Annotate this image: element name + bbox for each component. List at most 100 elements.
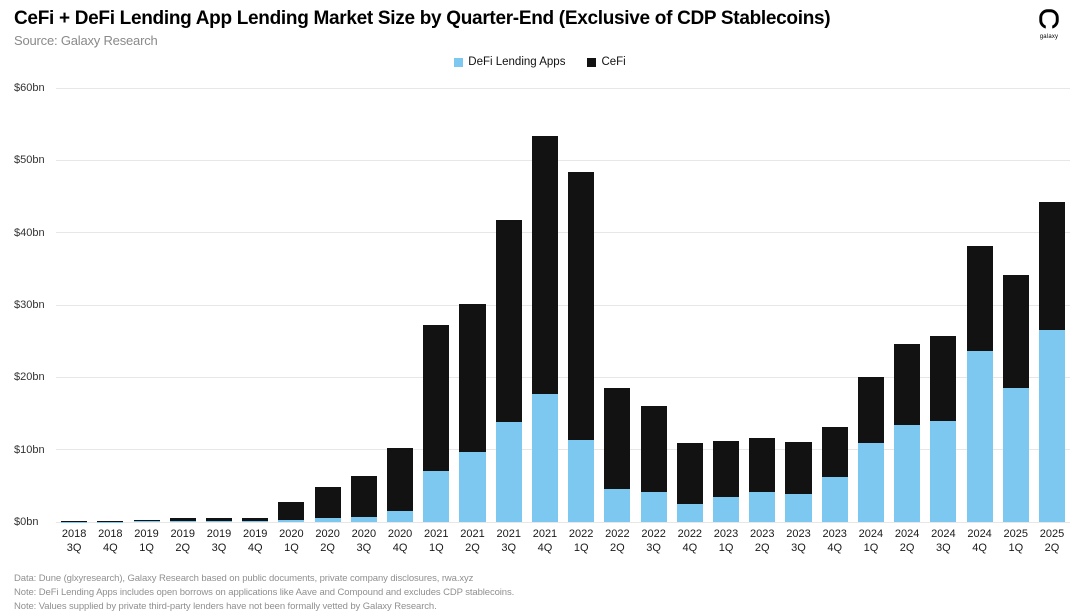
stacked-bar[interactable] <box>749 438 776 522</box>
bar-segment-cefi[interactable] <box>966 246 993 352</box>
bar-column[interactable] <box>346 88 382 522</box>
stacked-bar[interactable] <box>314 487 341 522</box>
bar-column[interactable] <box>925 88 961 522</box>
stacked-bar[interactable] <box>568 171 595 522</box>
bar-column[interactable] <box>817 88 853 522</box>
bar-column[interactable] <box>1034 88 1070 522</box>
bar-column[interactable] <box>237 88 273 522</box>
bar-column[interactable] <box>563 88 599 522</box>
bar-column[interactable] <box>273 88 309 522</box>
bar-segment-cefi[interactable] <box>133 519 160 522</box>
bar-column[interactable] <box>744 88 780 522</box>
bar-segment-cefi[interactable] <box>387 447 414 512</box>
bar-segment-cefi[interactable] <box>749 438 776 492</box>
bar-segment-defi[interactable] <box>604 489 631 522</box>
bar-segment-cefi[interactable] <box>314 487 341 519</box>
bar-segment-defi[interactable] <box>495 422 522 522</box>
bar-segment-cefi[interactable] <box>568 171 595 441</box>
bar-segment-cefi[interactable] <box>604 388 631 490</box>
stacked-bar[interactable] <box>459 303 486 522</box>
stacked-bar[interactable] <box>1038 202 1066 522</box>
stacked-bar[interactable] <box>604 388 631 522</box>
stacked-bar[interactable] <box>495 219 522 522</box>
bar-segment-cefi[interactable] <box>531 136 558 394</box>
bar-segment-cefi[interactable] <box>97 520 124 522</box>
bar-column[interactable] <box>56 88 92 522</box>
bar-segment-defi[interactable] <box>1038 330 1066 522</box>
bar-segment-defi[interactable] <box>930 421 957 522</box>
stacked-bar[interactable] <box>1002 274 1029 522</box>
bar-segment-cefi[interactable] <box>640 405 667 492</box>
stacked-bar[interactable] <box>61 520 88 522</box>
stacked-bar[interactable] <box>133 519 160 522</box>
stacked-bar[interactable] <box>966 246 993 522</box>
bar-segment-defi[interactable] <box>676 503 703 522</box>
bar-column[interactable] <box>382 88 418 522</box>
bar-column[interactable] <box>672 88 708 522</box>
bar-segment-defi[interactable] <box>640 491 667 522</box>
stacked-bar[interactable] <box>821 426 848 522</box>
bar-segment-defi[interactable] <box>278 519 305 522</box>
bar-column[interactable] <box>998 88 1034 522</box>
stacked-bar[interactable] <box>785 441 812 522</box>
bar-segment-defi[interactable] <box>423 471 450 522</box>
bar-segment-cefi[interactable] <box>242 517 269 521</box>
bar-segment-cefi[interactable] <box>278 501 305 520</box>
bar-segment-defi[interactable] <box>242 520 269 522</box>
bar-column[interactable] <box>527 88 563 522</box>
bar-segment-defi[interactable] <box>169 520 196 522</box>
stacked-bar[interactable] <box>350 476 377 522</box>
stacked-bar[interactable] <box>713 441 740 522</box>
bar-column[interactable] <box>708 88 744 522</box>
stacked-bar[interactable] <box>676 443 703 522</box>
bar-column[interactable] <box>599 88 635 522</box>
bar-segment-cefi[interactable] <box>459 303 486 452</box>
bar-segment-defi[interactable] <box>749 491 776 522</box>
bar-segment-cefi[interactable] <box>785 441 812 494</box>
bar-column[interactable] <box>454 88 490 522</box>
bar-column[interactable] <box>491 88 527 522</box>
stacked-bar[interactable] <box>387 447 414 522</box>
bar-column[interactable] <box>636 88 672 522</box>
bar-segment-cefi[interactable] <box>821 426 848 478</box>
bar-segment-defi[interactable] <box>966 351 993 522</box>
stacked-bar[interactable] <box>930 336 957 522</box>
bar-segment-cefi[interactable] <box>61 520 88 522</box>
bar-segment-defi[interactable] <box>857 443 884 522</box>
bar-column[interactable] <box>310 88 346 522</box>
bar-segment-cefi[interactable] <box>423 325 450 472</box>
stacked-bar[interactable] <box>278 501 305 522</box>
bar-column[interactable] <box>418 88 454 522</box>
bar-segment-cefi[interactable] <box>205 518 233 521</box>
bar-segment-cefi[interactable] <box>169 518 196 521</box>
bar-segment-defi[interactable] <box>894 425 921 522</box>
bar-segment-defi[interactable] <box>387 511 414 522</box>
bar-segment-cefi[interactable] <box>857 376 884 444</box>
stacked-bar[interactable] <box>97 520 124 522</box>
stacked-bar[interactable] <box>242 517 269 522</box>
bar-segment-defi[interactable] <box>205 520 233 522</box>
bar-segment-defi[interactable] <box>568 440 595 522</box>
bar-segment-cefi[interactable] <box>894 344 921 426</box>
stacked-bar[interactable] <box>894 344 921 522</box>
bar-segment-defi[interactable] <box>459 451 486 522</box>
bar-segment-cefi[interactable] <box>1038 202 1066 331</box>
bar-segment-defi[interactable] <box>531 393 558 522</box>
bar-column[interactable] <box>128 88 164 522</box>
bar-segment-cefi[interactable] <box>676 443 703 504</box>
stacked-bar[interactable] <box>531 136 558 522</box>
stacked-bar[interactable] <box>640 405 667 522</box>
bar-column[interactable] <box>92 88 128 522</box>
stacked-bar[interactable] <box>857 376 884 522</box>
bar-segment-cefi[interactable] <box>495 219 522 423</box>
bar-segment-defi[interactable] <box>713 496 740 522</box>
stacked-bar[interactable] <box>423 325 450 522</box>
bar-segment-cefi[interactable] <box>1002 274 1029 389</box>
bar-segment-defi[interactable] <box>1002 388 1029 522</box>
bar-segment-cefi[interactable] <box>713 441 740 497</box>
bar-column[interactable] <box>780 88 816 522</box>
bar-column[interactable] <box>201 88 237 522</box>
bar-column[interactable] <box>165 88 201 522</box>
bar-segment-defi[interactable] <box>785 493 812 522</box>
stacked-bar[interactable] <box>205 518 233 522</box>
